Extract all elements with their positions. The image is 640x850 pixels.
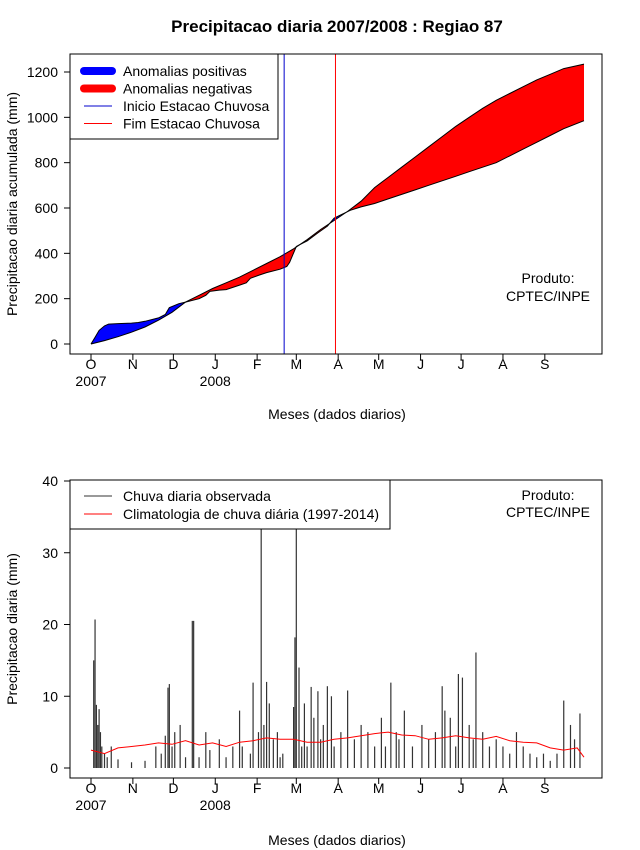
- series-line-layer: [90, 63, 585, 345]
- y-tick-label: 600: [35, 200, 59, 216]
- x-year-label: 2008: [200, 373, 231, 389]
- x-axis: O N D J F M A M J J A S 2007 2008: [75, 353, 550, 389]
- x-year-label: 2007: [75, 373, 106, 389]
- legend-label: Anomalias negativas: [123, 81, 252, 97]
- y-tick-label: 40: [42, 473, 58, 489]
- product-annotation-line1: Produto:: [522, 270, 575, 286]
- y-axis: 0 10 20 30 40: [42, 473, 71, 776]
- product-annotation-line1: Produto:: [522, 487, 575, 503]
- x-tick-label: M: [290, 356, 302, 372]
- y-tick-label: 1000: [27, 109, 58, 125]
- y-tick-label: 20: [42, 617, 58, 633]
- x-axis-label: Meses (dados diarios): [268, 406, 406, 422]
- x-tick-label: A: [498, 780, 508, 796]
- y-tick-label: 1200: [27, 64, 58, 80]
- x-tick-label: J: [458, 780, 465, 796]
- y-tick-label: 0: [50, 336, 58, 352]
- x-tick-label: J: [212, 780, 219, 796]
- x-tick-label: J: [417, 780, 424, 796]
- climatology-daily-line: [90, 731, 585, 758]
- x-tick-label: F: [253, 780, 262, 796]
- y-tick-label: 0: [50, 760, 58, 776]
- x-tick-label: D: [168, 356, 178, 372]
- x-tick-label: M: [373, 780, 385, 796]
- x-tick-label: A: [498, 356, 508, 372]
- y-tick-label: 200: [35, 291, 59, 307]
- season-marker-layer: [283, 54, 336, 354]
- x-year-label: 2008: [200, 797, 231, 813]
- x-tick-label: S: [540, 356, 549, 372]
- daily-bars-layer: [93, 509, 581, 768]
- x-tick-label: J: [417, 356, 424, 372]
- y-axis-label: Precipitacao diaria acumulada (mm): [4, 92, 20, 316]
- x-tick-label: M: [373, 356, 385, 372]
- legend-label: Climatologia de chuva diária (1997-2014): [123, 506, 379, 522]
- x-tick-label: D: [168, 780, 178, 796]
- legend-label: Chuva diaria observada: [123, 488, 271, 504]
- y-tick-label: 30: [42, 545, 58, 561]
- x-tick-label: A: [334, 780, 344, 796]
- page-title: Precipitacao diaria 2007/2008 : Regiao 8…: [171, 17, 503, 36]
- y-axis: 0 200 400 600 800 1000 1200: [27, 64, 71, 352]
- climatology-cumulative-line: [90, 63, 585, 345]
- x-tick-label: O: [86, 780, 97, 796]
- x-tick-label: O: [86, 356, 97, 372]
- x-tick-label: J: [458, 356, 465, 372]
- x-year-label: 2007: [75, 797, 106, 813]
- x-tick-label: J: [212, 356, 219, 372]
- y-tick-label: 800: [35, 155, 59, 171]
- legend-label: Fim Estacao Chuvosa: [123, 116, 260, 132]
- x-tick-label: M: [290, 780, 302, 796]
- x-tick-label: S: [540, 780, 549, 796]
- legend-box: [69, 479, 391, 530]
- observed-cumulative-line: [90, 120, 585, 345]
- climatology-line-layer: [90, 731, 585, 758]
- x-tick-label: F: [253, 356, 262, 372]
- x-axis-label: Meses (dados diarios): [268, 832, 406, 848]
- x-tick-label: N: [128, 356, 138, 372]
- legend: Anomalias positivas Anomalias negativasIn…: [69, 53, 279, 140]
- x-tick-label: N: [128, 780, 138, 796]
- x-axis: O N D J F M A M J J A S 2007 2008: [75, 777, 550, 813]
- x-tick-label: A: [334, 356, 344, 372]
- y-tick-label: 10: [42, 688, 58, 704]
- cumulative-chart: 0 200 400 600 800 1000 1200 O N D J F M A M J J A S 2007 20…: [4, 53, 603, 422]
- product-annotation-line2: CPTEC/INPE: [506, 504, 590, 520]
- y-axis-label: Precipitacao diaria (mm): [4, 553, 20, 705]
- legend-label: Inicio Estacao Chuvosa: [123, 98, 270, 114]
- y-tick-label: 400: [35, 245, 59, 261]
- positive-anomaly-area: [91, 302, 186, 344]
- product-annotation-line2: CPTEC/INPE: [506, 288, 590, 304]
- daily-rain-chart: 0 10 20 30 40 O N D J F M A M J J A S 2007 2008 Precipita…: [4, 473, 603, 848]
- negative-anomaly-area: [346, 64, 584, 213]
- legend-label: Anomalias positivas: [123, 63, 247, 79]
- legend: Chuva diaria observada Climatologia de ch…: [69, 479, 391, 530]
